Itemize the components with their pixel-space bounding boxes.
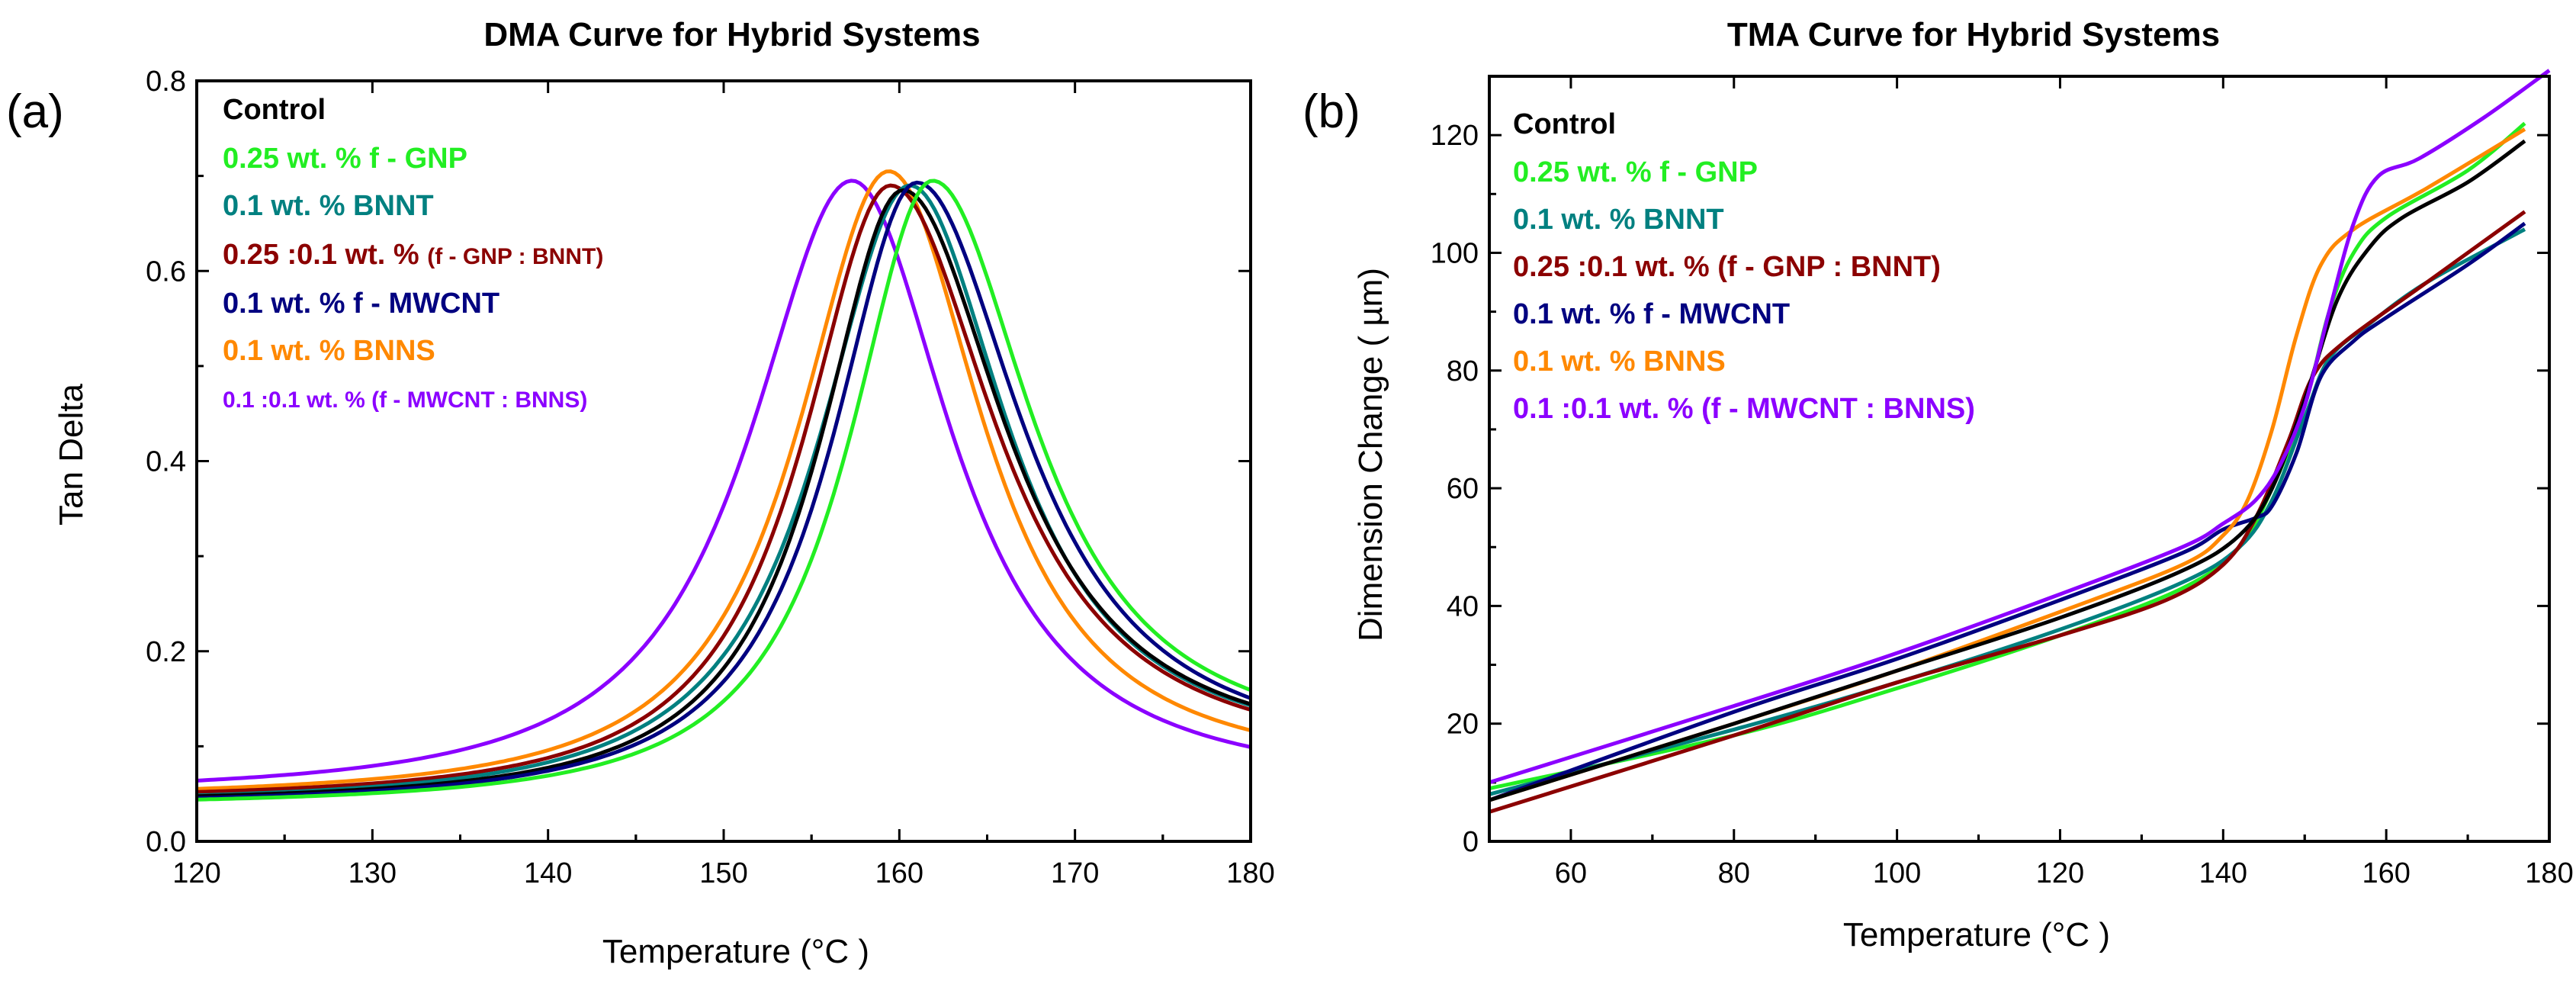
panel-a-xlabel: Temperature (°C ): [602, 933, 869, 970]
series-a-5: [196, 169, 1251, 791]
y-tick-label-b-5: 100: [1431, 237, 1479, 269]
y-tick-label-a-4: 0.8: [146, 66, 186, 98]
series-a-0: [196, 188, 1251, 799]
panel-a-ticks: 120 130 140 150 160 170 180 0.0 0.2 0.4 0.6 0.8: [146, 66, 1275, 889]
x-tick-label-b-3: 120: [2036, 857, 2084, 889]
y-tick-label-b-6: 120: [1431, 120, 1479, 152]
y-tick-label-b-4: 80: [1447, 355, 1479, 387]
series-a-6: [196, 178, 1251, 783]
series-b-4: [1489, 221, 2526, 802]
x-tick-label-b-0: 60: [1555, 857, 1587, 889]
y-tick-label-b-2: 40: [1447, 590, 1479, 622]
x-tick-label-a-2: 140: [524, 857, 572, 889]
panel-b-legend: Control 0.25 wt. % f - GNP 0.1 wt. % BNN…: [1513, 108, 1975, 425]
x-tick-label-b-4: 140: [2199, 857, 2247, 889]
panel-a-ylabel: Tan Delta: [53, 384, 90, 526]
panel-a-title: DMA Curve for Hybrid Systems: [483, 16, 980, 53]
panel-a-legend: Control 0.25 wt. % f - GNP 0.1 wt. % BNN…: [223, 94, 603, 413]
panel-b-title: TMA Curve for Hybrid Systems: [1727, 16, 2220, 53]
x-tick-label-b-6: 180: [2525, 857, 2573, 889]
legend-a-item-0: Control: [223, 94, 326, 126]
series-b-6: [1489, 69, 2551, 785]
x-tick-label-a-1: 130: [348, 857, 397, 889]
legend-a-item-3-main: 0.25 :0.1 wt. %: [223, 239, 427, 271]
legend-b-item-5: 0.1 wt. % BNNS: [1513, 346, 1726, 378]
panel-a-series: [196, 169, 1251, 802]
y-tick-label-b-3: 60: [1447, 473, 1479, 505]
legend-a-item-6: 0.1 :0.1 wt. % (f - MWCNT : BNNS): [223, 387, 587, 413]
panel-b-ticks: 60 80 100 120 140 160 180 0 20 40 60 80 100 120: [1431, 76, 2574, 889]
legend-b-item-3: 0.25 :0.1 wt. % (f - GNP : BNNT): [1513, 251, 1941, 283]
x-tick-label-b-2: 100: [1873, 857, 1921, 889]
y-tick-label-a-2: 0.4: [146, 446, 186, 478]
legend-a-item-4: 0.1 wt. % f - MWCNT: [223, 288, 499, 320]
panel-b-ylabel: Dimension Change ( µm): [1352, 268, 1389, 642]
y-tick-label-a-3: 0.6: [146, 256, 186, 288]
y-tick-label-a-1: 0.2: [146, 636, 186, 668]
x-tick-label-b-1: 80: [1718, 857, 1750, 889]
legend-b-item-1: 0.25 wt. % f - GNP: [1513, 156, 1758, 188]
panel-b: (b) TMA Curve for Hybrid Systems Dimensi…: [1302, 16, 2574, 953]
x-tick-label-a-3: 150: [699, 857, 747, 889]
panel-a-label: (a): [6, 85, 64, 138]
legend-a-item-1: 0.25 wt. % f - GNP: [223, 143, 467, 175]
panel-b-series: [1489, 69, 2551, 814]
panel-b-plot-frame: [1488, 75, 2551, 843]
panel-b-label: (b): [1302, 85, 1360, 138]
legend-a-item-2: 0.1 wt. % BNNT: [223, 190, 434, 222]
series-a-3: [196, 183, 1251, 794]
legend-b-item-6: 0.1 :0.1 wt. % (f - MWCNT : BNNS): [1513, 393, 1975, 425]
legend-b-item-4: 0.1 wt. % f - MWCNT: [1513, 298, 1790, 330]
panel-a-plot-frame: [195, 79, 1252, 843]
x-tick-label-a-5: 170: [1051, 857, 1099, 889]
legend-a-item-3-suffix: (f - GNP : BNNT): [427, 244, 603, 269]
y-tick-label-a-0: 0.0: [146, 826, 186, 858]
series-a-1: [196, 178, 1251, 802]
legend-b-item-0: Control: [1513, 108, 1616, 140]
panel-b-xlabel: Temperature (°C ): [1843, 916, 2110, 953]
y-tick-label-b-0: 0: [1463, 826, 1479, 858]
y-tick-label-b-1: 20: [1447, 709, 1479, 741]
panel-a: (a) DMA Curve for Hybrid Systems Tan Del…: [6, 16, 1275, 970]
series-a-4: [196, 180, 1251, 800]
series-a-2: [196, 183, 1251, 798]
x-tick-label-a-4: 160: [875, 857, 923, 889]
legend-a-item-5: 0.1 wt. % BNNS: [223, 335, 435, 367]
legend-a-item-3: 0.25 :0.1 wt. % (f - GNP : BNNT): [223, 239, 603, 271]
x-tick-label-b-5: 160: [2362, 857, 2410, 889]
legend-b-item-2: 0.1 wt. % BNNT: [1513, 204, 1724, 236]
series-b-0: [1489, 139, 2526, 802]
x-tick-label-a-0: 120: [172, 857, 220, 889]
series-b-3: [1489, 210, 2526, 814]
x-tick-label-a-6: 180: [1226, 857, 1274, 889]
